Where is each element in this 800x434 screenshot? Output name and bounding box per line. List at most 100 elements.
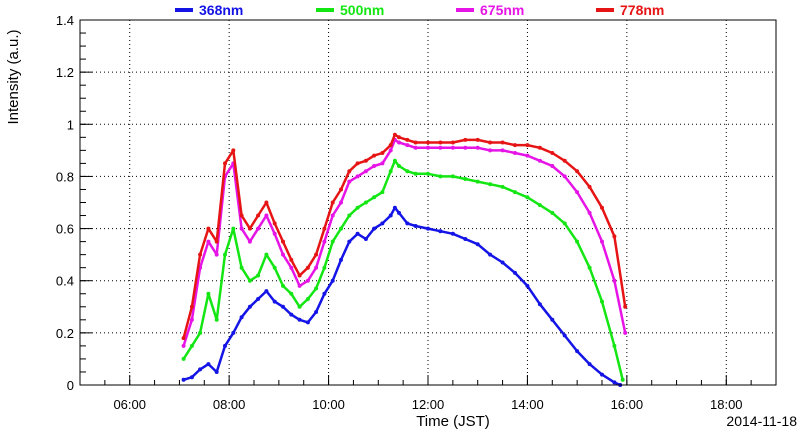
data-point xyxy=(363,200,368,205)
data-point xyxy=(181,336,186,341)
data-point xyxy=(363,158,368,163)
data-point xyxy=(525,195,530,200)
data-point xyxy=(214,317,219,322)
data-point xyxy=(525,283,530,288)
data-point xyxy=(372,226,377,231)
data-point xyxy=(475,137,480,142)
data-point xyxy=(463,145,468,150)
data-point xyxy=(330,213,335,218)
data-point xyxy=(330,239,335,244)
data-point xyxy=(281,304,285,309)
data-point xyxy=(550,164,555,168)
data-point xyxy=(488,140,493,145)
data-point xyxy=(537,145,542,150)
data-point xyxy=(463,137,468,142)
data-point xyxy=(475,242,480,247)
data-point xyxy=(264,200,269,205)
series-500nm xyxy=(181,158,625,382)
data-point xyxy=(214,239,219,244)
data-point xyxy=(623,330,628,335)
legend-label: 675nm xyxy=(480,2,524,18)
data-point xyxy=(600,299,604,304)
data-point xyxy=(405,137,410,142)
data-point xyxy=(488,182,493,187)
data-point xyxy=(500,260,505,265)
data-point xyxy=(397,140,401,145)
data-point xyxy=(475,145,480,150)
data-point xyxy=(463,177,468,181)
data-point xyxy=(392,132,397,137)
data-point xyxy=(289,291,294,296)
data-point xyxy=(450,140,455,145)
data-point xyxy=(413,140,418,145)
data-point xyxy=(339,257,343,262)
data-point xyxy=(223,252,227,257)
data-point xyxy=(380,161,385,166)
data-point xyxy=(397,135,401,140)
data-point xyxy=(214,370,219,374)
data-point xyxy=(206,239,211,244)
data-point xyxy=(181,377,186,382)
data-point xyxy=(198,252,203,257)
data-point xyxy=(426,145,430,150)
data-point xyxy=(305,278,310,283)
data-point xyxy=(397,164,401,168)
data-point xyxy=(372,195,377,200)
data-point xyxy=(500,140,505,145)
data-point xyxy=(463,237,468,241)
data-point xyxy=(305,297,310,301)
data-point xyxy=(239,315,244,320)
data-point xyxy=(198,330,203,335)
data-point xyxy=(413,145,418,150)
data-point xyxy=(392,205,397,210)
y-tick-label: 0 xyxy=(67,378,74,393)
data-point xyxy=(363,169,368,174)
data-point xyxy=(550,317,555,322)
data-point xyxy=(405,169,410,174)
data-point xyxy=(562,174,567,179)
data-point xyxy=(500,184,505,189)
data-point xyxy=(289,312,294,317)
legend-label: 500nm xyxy=(340,2,384,18)
data-point xyxy=(612,234,617,239)
data-point xyxy=(355,161,360,166)
data-point xyxy=(405,143,410,148)
data-point xyxy=(231,330,236,335)
legend-label: 368nm xyxy=(199,2,243,18)
data-point xyxy=(330,278,335,283)
data-point xyxy=(339,226,343,231)
data-point xyxy=(272,299,277,304)
data-point xyxy=(550,210,555,215)
data-point xyxy=(272,221,277,226)
data-point xyxy=(347,179,352,184)
data-point xyxy=(575,239,580,244)
data-point xyxy=(281,239,285,244)
data-point xyxy=(438,174,443,179)
data-point xyxy=(314,265,319,270)
data-point xyxy=(256,297,261,301)
data-point xyxy=(247,226,252,231)
x-tick-label: 12:00 xyxy=(412,397,445,412)
legend-label: 778nm xyxy=(620,2,664,18)
data-point xyxy=(231,148,236,153)
data-point xyxy=(198,367,203,372)
y-axis-title: Intensity (a.u.) xyxy=(5,29,22,124)
data-point xyxy=(314,286,319,291)
y-tick-label: 0.6 xyxy=(56,222,74,237)
x-tick-label: 08:00 xyxy=(213,397,246,412)
x-tick-label: 10:00 xyxy=(312,397,345,412)
data-point xyxy=(392,158,397,163)
data-point xyxy=(600,205,604,210)
data-point xyxy=(537,302,542,307)
data-point xyxy=(256,213,261,218)
data-point xyxy=(297,304,302,309)
data-point xyxy=(281,252,285,257)
data-point xyxy=(612,343,617,348)
data-point xyxy=(206,226,211,231)
x-tick-label: 18:00 xyxy=(710,397,743,412)
date-label: 2014-11-18 xyxy=(726,413,797,429)
data-point xyxy=(305,265,310,270)
data-point xyxy=(388,213,393,218)
data-point xyxy=(612,380,617,385)
